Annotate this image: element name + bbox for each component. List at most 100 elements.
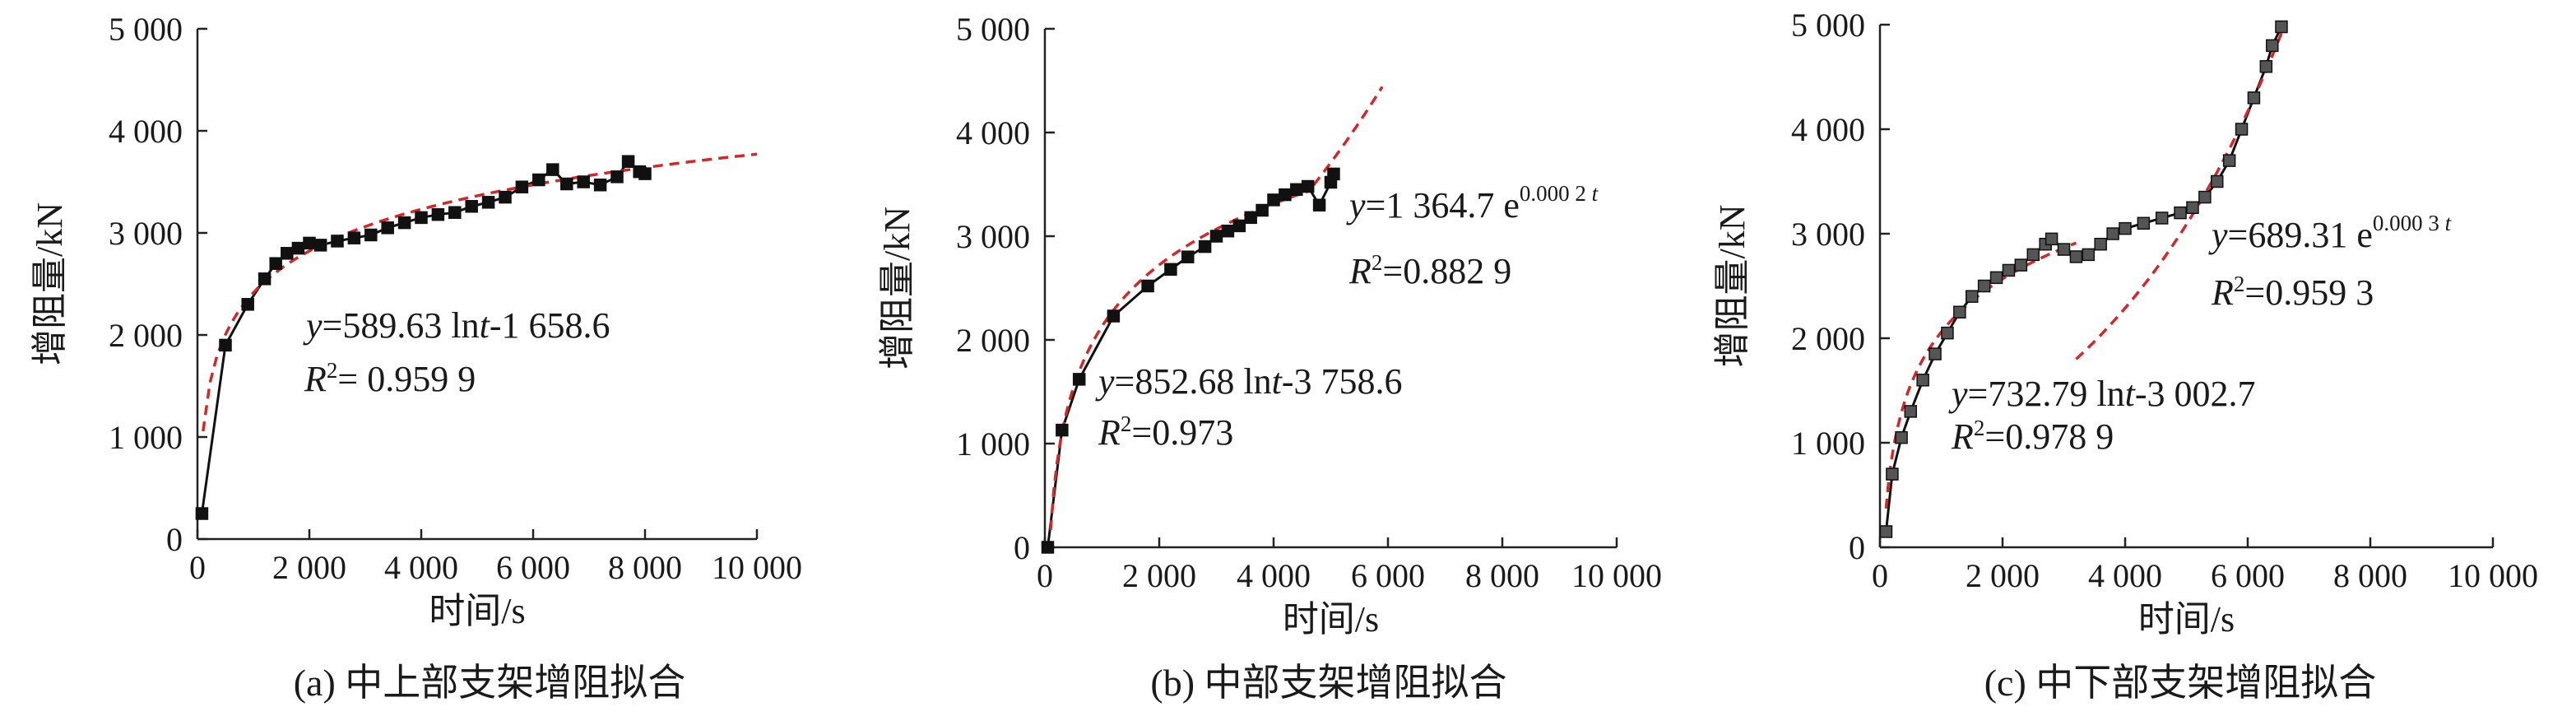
y-tick-label: 0 xyxy=(166,521,183,558)
data-point xyxy=(2275,20,2288,34)
y-tick-label: 2 000 xyxy=(956,322,1030,359)
data-point xyxy=(269,257,282,270)
x-tick-label: 0 xyxy=(1037,557,1053,594)
data-point xyxy=(2057,243,2071,256)
x-tick-label: 2 000 xyxy=(1966,557,2040,594)
x-axis-title: 时间/s xyxy=(2138,599,2235,639)
data-point xyxy=(1244,211,1257,225)
y-tick-label: 3 000 xyxy=(956,218,1030,255)
data-point xyxy=(2155,212,2169,225)
x-tick-label: 6 000 xyxy=(496,549,570,586)
data-point xyxy=(2235,123,2249,136)
data-point xyxy=(195,507,209,520)
eq-y: y xyxy=(1948,374,1968,414)
y-tick-label: 4 000 xyxy=(956,114,1030,151)
data-point xyxy=(1256,203,1269,217)
eq-y: y xyxy=(2208,215,2228,255)
r2-label: R xyxy=(1348,251,1372,291)
data-point xyxy=(2186,201,2199,214)
data-point xyxy=(2082,248,2096,262)
data-point xyxy=(1904,405,1917,418)
data-point xyxy=(2198,190,2212,204)
fit-equation-exp: y=689.31 e0.000 3 t xyxy=(2208,211,2453,255)
data-point xyxy=(499,190,512,204)
y-tick-label: 5 000 xyxy=(1791,7,1865,44)
data-point xyxy=(364,228,378,242)
data-point xyxy=(1312,198,1326,212)
data-point xyxy=(610,170,624,184)
y-axis-title: 增阻量/kN xyxy=(877,207,917,370)
fit-equation-log: y=732.79 lnt-3 002.7 xyxy=(1948,374,2255,414)
eq-body: =732.79 ln xyxy=(1968,374,2125,414)
y-tick-label: 2 000 xyxy=(109,317,183,354)
data-point xyxy=(2247,91,2261,105)
x-tick-label: 8 000 xyxy=(2333,557,2407,594)
fit-r2-exp: R2=0.959 3 xyxy=(2211,272,2374,313)
data-point xyxy=(1977,279,1991,293)
data-point xyxy=(2045,232,2058,246)
data-point xyxy=(577,175,590,188)
data-point xyxy=(481,196,495,209)
data-point xyxy=(2259,60,2273,73)
data-point xyxy=(1989,271,2003,285)
x-tick-label: 4 000 xyxy=(384,549,458,586)
eq-var: t xyxy=(2125,374,2137,414)
x-axis-title: 时间/s xyxy=(1283,599,1379,639)
r2-label: R xyxy=(2211,272,2234,313)
data-point xyxy=(241,298,254,311)
y-tick-label: 1 000 xyxy=(109,419,183,456)
x-tick-label: 8 000 xyxy=(1465,557,1539,594)
data-point xyxy=(560,177,573,191)
fit-r2-log: R2=0.978 9 xyxy=(1951,416,2114,457)
x-tick-label: 8 000 xyxy=(608,549,682,586)
data-point xyxy=(621,155,635,168)
x-tick-label: 10 000 xyxy=(712,549,802,586)
y-tick-label: 3 000 xyxy=(1791,216,1865,253)
data-point xyxy=(1107,309,1121,323)
data-point xyxy=(2094,237,2107,251)
y-tick-label: 4 000 xyxy=(109,113,183,150)
data-point xyxy=(465,200,478,213)
eq-exponent: 0.000 2 xyxy=(1520,181,1586,206)
data-point xyxy=(1916,374,1929,387)
data-point xyxy=(331,235,344,248)
x-tick-label: 0 xyxy=(189,549,206,586)
eq-var: t xyxy=(1272,361,1283,402)
x-tick-label: 0 xyxy=(1872,557,1888,594)
eq-y: y xyxy=(1095,361,1115,402)
data-point xyxy=(1041,541,1055,554)
data-point xyxy=(2014,258,2028,272)
data-point xyxy=(1290,183,1303,197)
data-point xyxy=(415,211,428,225)
data-point xyxy=(1941,326,1954,340)
r2-value: =0.882 9 xyxy=(1382,251,1511,291)
data-point xyxy=(431,207,445,221)
r2-superscript: 2 xyxy=(1121,411,1132,436)
eq-body: =689.31 e xyxy=(2228,215,2373,255)
y-tick-label: 3 000 xyxy=(109,215,183,252)
data-point xyxy=(1929,347,1942,360)
data-point xyxy=(303,236,316,250)
y-axis-title: 增阻量/kN xyxy=(1712,205,1752,368)
data-point xyxy=(1886,467,1899,481)
eq-body: =589.63 ln xyxy=(323,305,480,346)
x-tick-label: 10 000 xyxy=(1571,557,1662,594)
data-point xyxy=(2222,154,2236,167)
panel-caption: (b) 中部支架增阻拟合 xyxy=(1150,662,1506,704)
fit-curve-log xyxy=(202,152,758,432)
data-point xyxy=(593,178,607,192)
data-point xyxy=(546,163,559,176)
eq-exponent: 0.000 3 xyxy=(2373,211,2439,235)
r2-superscript: 2 xyxy=(2234,272,2245,296)
data-point xyxy=(381,221,394,235)
y-axis-title: 增阻量/kN xyxy=(30,202,70,365)
data-point xyxy=(1072,373,1086,386)
x-tick-label: 4 000 xyxy=(2088,557,2162,594)
data-point xyxy=(515,180,529,193)
r2-superscript: 2 xyxy=(1372,250,1383,275)
x-tick-label: 6 000 xyxy=(1351,557,1425,594)
y-tick-label: 4 000 xyxy=(1791,111,1865,148)
data-point xyxy=(2266,39,2279,53)
eq-y: y xyxy=(303,305,323,346)
eq-exp-var: t xyxy=(1592,181,1599,206)
